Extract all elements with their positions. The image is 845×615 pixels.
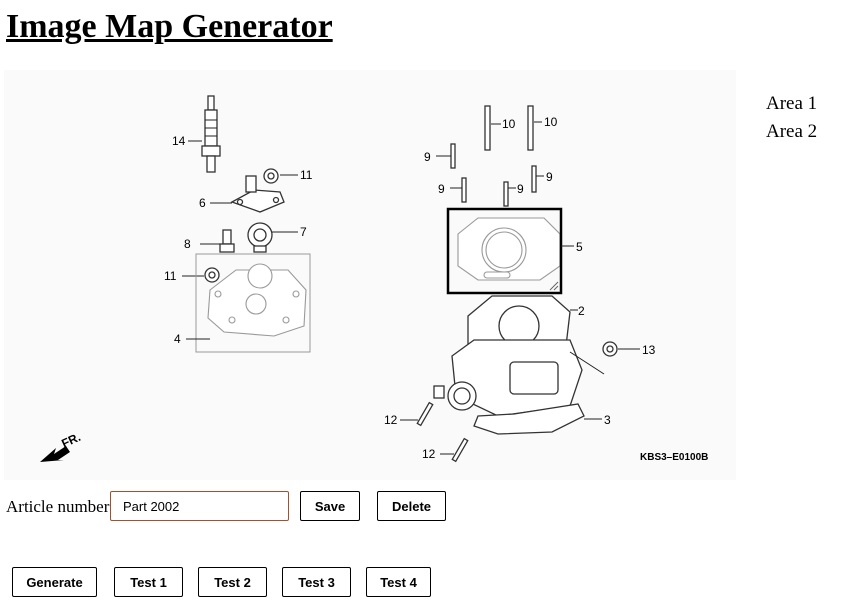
stud-bolt-10-left [484,105,491,151]
callout-7: 7 [300,225,307,239]
callout-9-b: 9 [438,182,445,196]
direction-label: FR. [59,430,82,451]
area-item-1[interactable]: Area 1 [766,93,818,114]
stud-9-b [461,177,467,203]
callout-13: 13 [642,343,656,357]
nut-part-13 [602,341,618,357]
test-3-button[interactable]: Test 3 [282,567,351,597]
callout-11-top: 11 [300,168,313,182]
stud-9-a [450,143,456,169]
callout-6: 6 [199,196,206,210]
drawing-code: KBS3–E0100B [640,452,708,463]
page-title: Image Map Generator [6,8,333,45]
test-4-button[interactable]: Test 4 [366,567,431,597]
stud-bolt-10-right [527,105,534,151]
callout-14: 14 [172,134,186,148]
cylinder-head-part [207,263,307,337]
callout-8: 8 [184,237,191,251]
callout-4: 4 [174,332,181,346]
stud-9-c [503,181,509,207]
callout-5: 5 [576,240,583,254]
callout-9-a: 9 [424,150,431,164]
area-item-2[interactable]: Area 2 [766,121,818,142]
gasket-part [457,217,561,281]
parts-diagram[interactable]: 14 11 6 7 8 11 [4,70,736,480]
test-2-button[interactable]: Test 2 [198,567,267,597]
callout-3: 3 [604,413,611,427]
nut-part [263,168,279,184]
area-list: Area 1 Area 2 [766,90,817,146]
resize-handle-icon[interactable] [549,281,559,291]
spark-plug-part [201,95,221,173]
sensor-part [219,229,235,253]
front-direction-arrow-icon [40,446,70,462]
nut-part-left [204,267,220,283]
stud-9-d [531,165,537,193]
callout-12-lower: 12 [422,447,436,461]
generate-button[interactable]: Generate [12,567,97,597]
stud-12-lower [451,437,469,463]
callout-10-left: 10 [502,117,516,131]
save-button[interactable]: Save [300,491,360,521]
cylinder-part [433,295,585,435]
test-1-button[interactable]: Test 1 [114,567,183,597]
callout-2: 2 [578,304,585,318]
stud-12-upper [416,401,434,427]
selected-area-box[interactable] [446,207,563,295]
callout-11-left: 11 [164,269,177,283]
callout-12-upper: 12 [384,413,398,427]
callout-9-d: 9 [546,170,553,184]
article-number-label: Article number: [6,497,115,516]
water-outlet-part [230,175,285,213]
callout-10-right: 10 [544,115,558,129]
article-number-input[interactable] [110,491,289,521]
delete-button[interactable]: Delete [377,491,446,521]
thermostat-part [247,222,273,253]
cylinder-head-bounding-area [195,253,311,353]
callout-9-c: 9 [517,182,524,196]
